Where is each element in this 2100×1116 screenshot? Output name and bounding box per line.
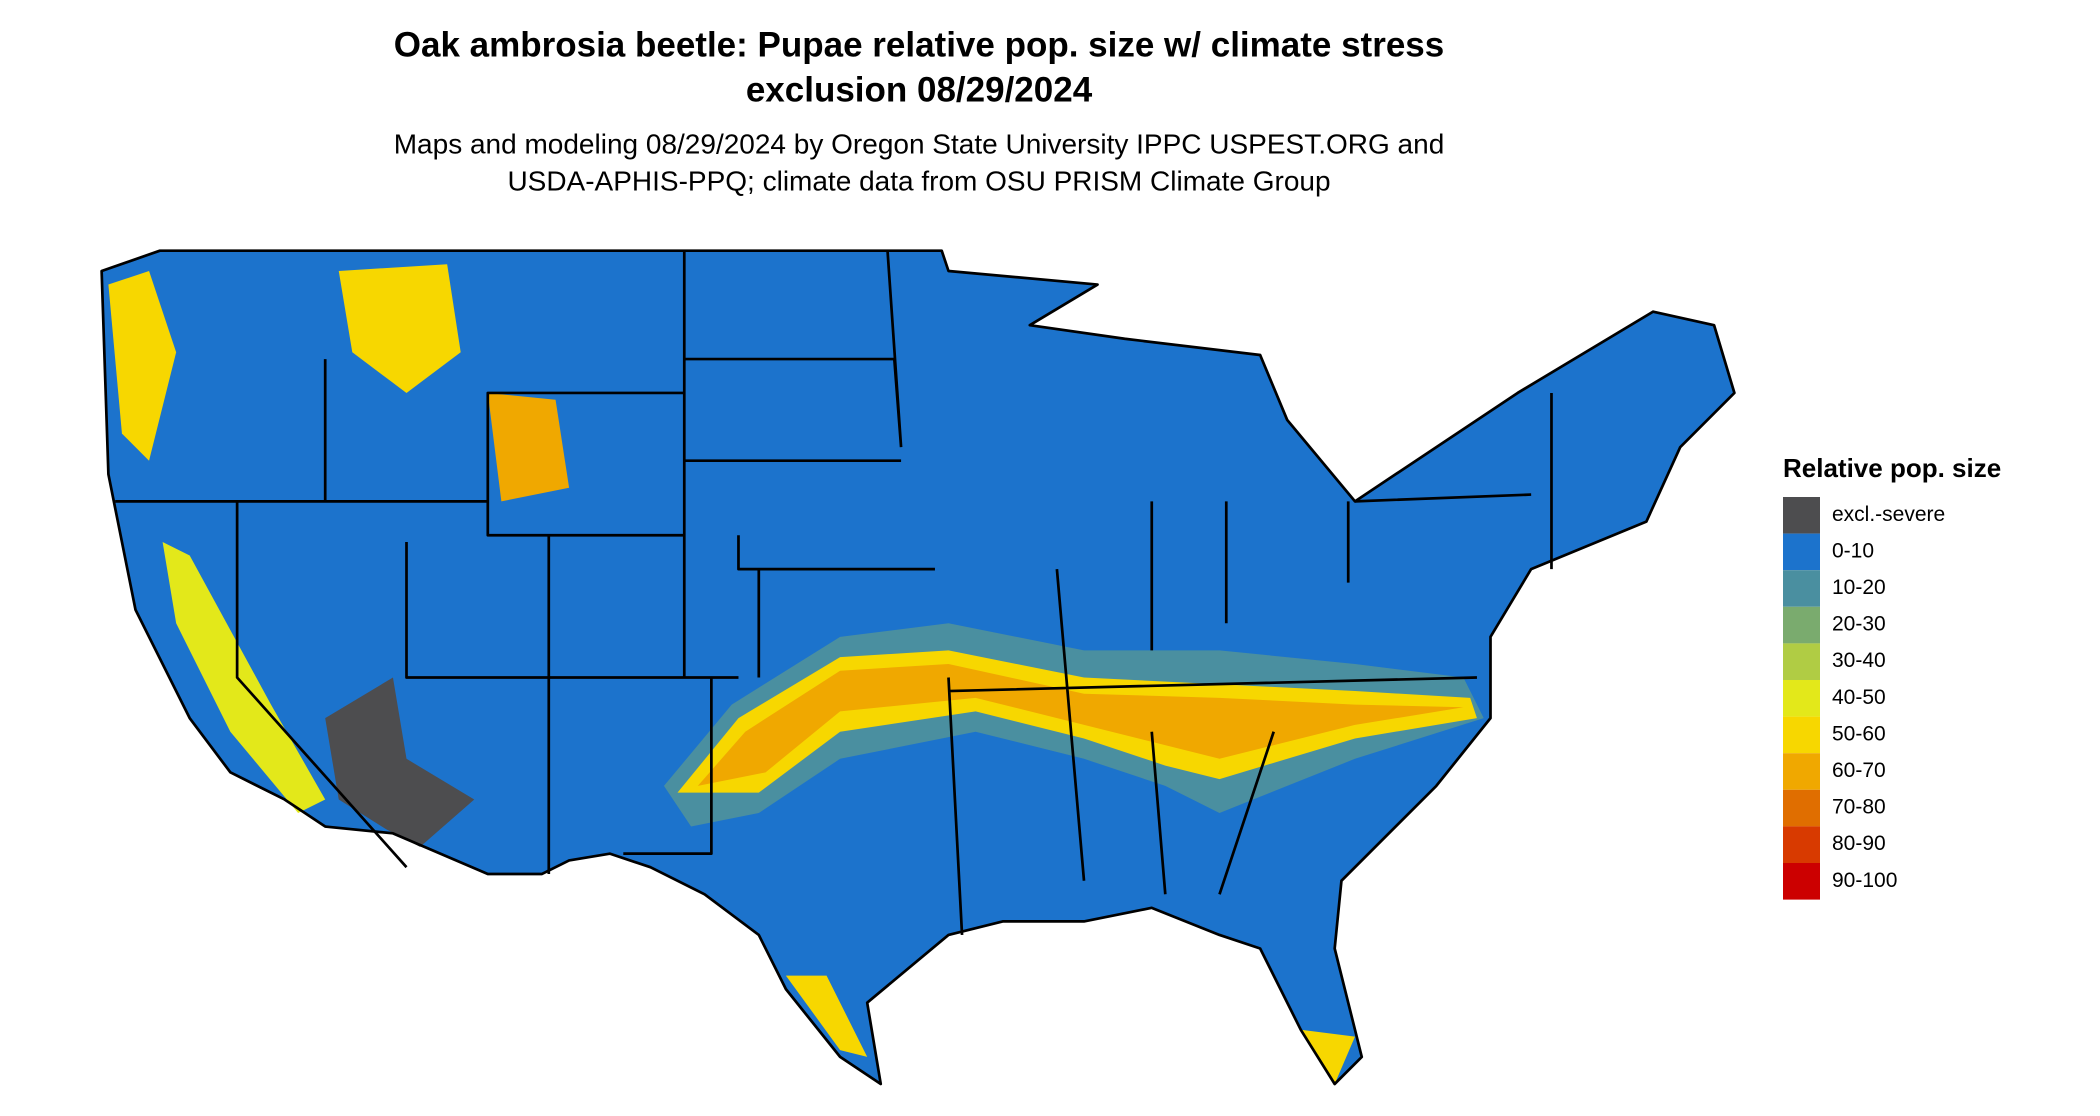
band bbox=[487, 392, 570, 502]
legend-label: 80-90 bbox=[1832, 832, 1886, 855]
title: Oak ambrosia beetle: Pupae relative pop.… bbox=[394, 25, 1444, 64]
legend-label: 90-100 bbox=[1832, 869, 1897, 892]
legend-swatch bbox=[1783, 789, 1820, 827]
legend-title: Relative pop. size bbox=[1783, 453, 2001, 483]
legend-swatch bbox=[1783, 753, 1820, 790]
legend-swatch bbox=[1783, 643, 1820, 680]
legend-swatch bbox=[1783, 863, 1820, 900]
excluded-area bbox=[325, 677, 475, 847]
legend-label: 20-30 bbox=[1832, 613, 1886, 636]
subtitle: USDA-APHIS-PPQ; climate data from OSU PR… bbox=[507, 165, 1330, 196]
band bbox=[338, 264, 461, 393]
legend-label: 30-40 bbox=[1832, 649, 1886, 672]
legend-label: 60-70 bbox=[1832, 759, 1886, 782]
legend-label: 70-80 bbox=[1832, 796, 1886, 819]
legend: excl.-severe 0-10 10-20 20-30 30-40 40-50 50-6… bbox=[1783, 497, 1945, 900]
band bbox=[1300, 1029, 1355, 1084]
band bbox=[162, 542, 326, 813]
border bbox=[100, 249, 1736, 1086]
legend-label: 10-20 bbox=[1832, 576, 1886, 599]
legend-swatch bbox=[1783, 826, 1820, 863]
band bbox=[697, 663, 1464, 786]
legend-label: 50-60 bbox=[1832, 722, 1886, 745]
state-lines bbox=[115, 250, 1553, 936]
legend-label: excl.-severe bbox=[1832, 503, 1945, 526]
legend-swatch bbox=[1783, 533, 1820, 571]
subtitle: Maps and modeling 08/29/2024 by Oregon S… bbox=[394, 128, 1445, 159]
legend-label: 40-50 bbox=[1832, 686, 1886, 709]
legend-swatch bbox=[1783, 606, 1820, 644]
legend-swatch bbox=[1783, 680, 1820, 717]
title: exclusion 08/29/2024 bbox=[746, 70, 1093, 109]
us-map bbox=[100, 249, 1736, 1086]
legend-swatch bbox=[1783, 716, 1820, 754]
legend-swatch bbox=[1783, 570, 1820, 607]
band bbox=[785, 975, 868, 1057]
legend-label: 0-10 bbox=[1832, 539, 1874, 562]
band bbox=[108, 271, 177, 461]
legend-swatch bbox=[1783, 497, 1820, 534]
